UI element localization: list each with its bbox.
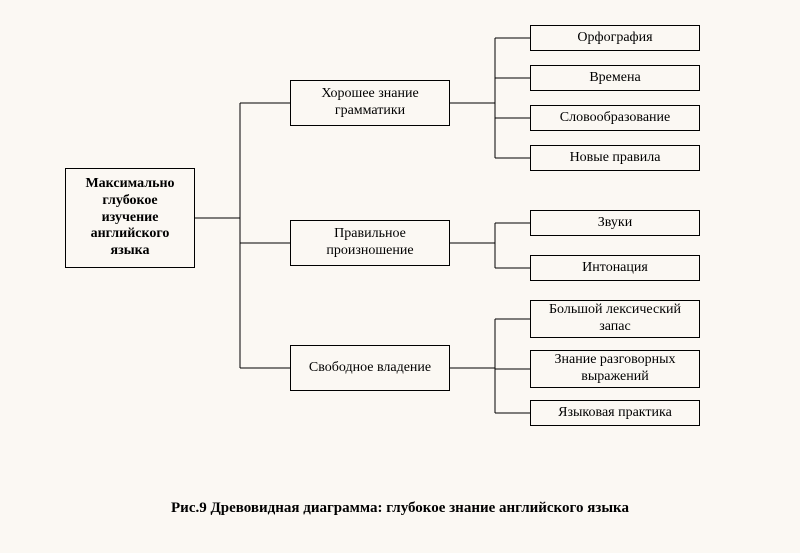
level3-node: Времена <box>530 65 700 91</box>
level3-node: Знание разговорных выражений <box>530 350 700 388</box>
level3-node: Орфография <box>530 25 700 51</box>
level3-node: Интонация <box>530 255 700 281</box>
level2-node: Хорошее знание грамматики <box>290 80 450 126</box>
level3-node: Большой лексический запас <box>530 300 700 338</box>
level3-node: Звуки <box>530 210 700 236</box>
level2-node: Свободное владение <box>290 345 450 391</box>
level2-node: Правильное произношение <box>290 220 450 266</box>
level3-node: Языковая практика <box>530 400 700 426</box>
root-node: Максимально глубокое изучение английског… <box>65 168 195 268</box>
figure-caption: Рис.9 Древовидная диаграмма: глубокое зн… <box>0 500 800 517</box>
level3-node: Словообразование <box>530 105 700 131</box>
level3-node: Новые правила <box>530 145 700 171</box>
